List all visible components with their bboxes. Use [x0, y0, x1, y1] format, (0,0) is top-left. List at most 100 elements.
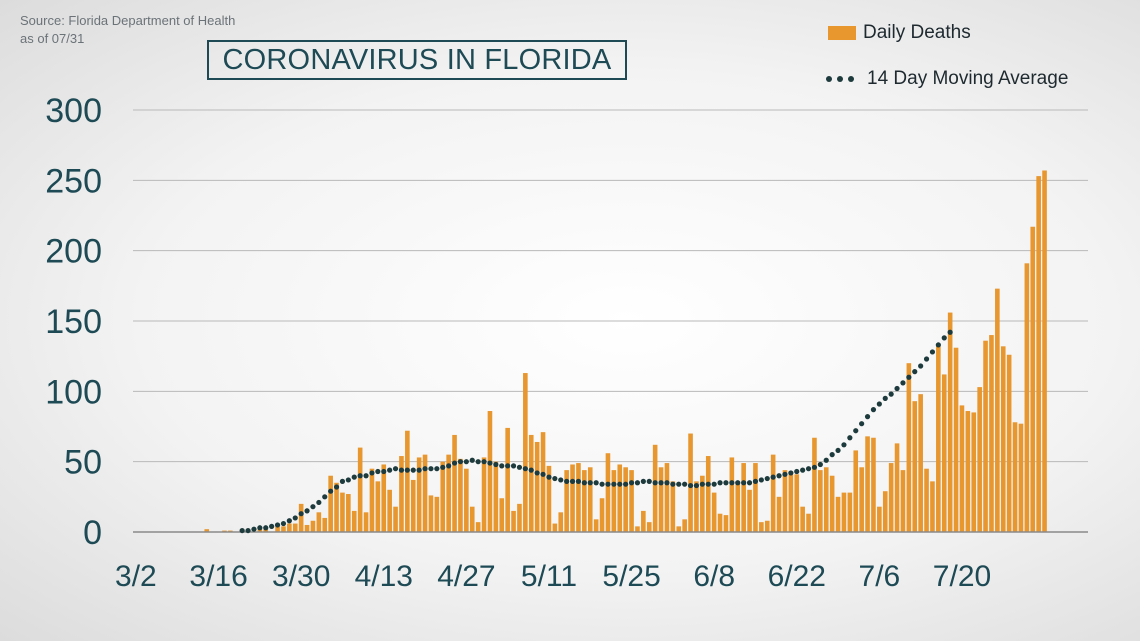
- bar: [357, 447, 363, 532]
- x-tick-label: 5/25: [602, 560, 660, 593]
- bar: [641, 510, 646, 532]
- moving-average-point: [605, 481, 611, 487]
- moving-average-point: [328, 488, 334, 494]
- moving-average-point: [611, 481, 617, 487]
- bar: [599, 498, 605, 532]
- bar: [682, 519, 687, 532]
- moving-average-point: [428, 466, 434, 472]
- bar: [546, 465, 552, 532]
- bar: [953, 347, 959, 532]
- moving-average-point: [741, 480, 747, 486]
- moving-average-point: [664, 480, 670, 486]
- as-of-date: as of 07/31: [20, 31, 85, 46]
- moving-average-point: [239, 527, 245, 534]
- moving-average-point: [298, 511, 304, 517]
- bar: [800, 506, 805, 532]
- moving-average-point: [894, 385, 900, 392]
- bar: [812, 437, 817, 532]
- bar: [422, 454, 428, 532]
- bar: [776, 496, 782, 532]
- bar: [941, 374, 947, 532]
- moving-average-point: [764, 475, 770, 482]
- moving-average-point: [316, 499, 322, 506]
- y-tick-label: 200: [45, 233, 102, 271]
- moving-average-point: [322, 494, 328, 500]
- moving-average-point: [723, 480, 729, 486]
- bar: [930, 481, 935, 532]
- bar: [310, 520, 316, 532]
- bar: [605, 453, 611, 532]
- moving-average-point: [522, 466, 528, 472]
- bar: [452, 434, 457, 532]
- bar: [971, 412, 977, 532]
- x-tick-label: 3/16: [189, 560, 247, 593]
- moving-average-point: [333, 484, 340, 490]
- bar: [835, 496, 841, 532]
- moving-average-point: [534, 470, 540, 476]
- moving-average-point: [575, 478, 582, 484]
- moving-average-point: [599, 481, 605, 487]
- bar: [528, 434, 534, 532]
- moving-average-point: [835, 447, 841, 454]
- bar: [947, 312, 953, 532]
- y-tick-label: 100: [45, 373, 102, 411]
- bar: [552, 523, 558, 532]
- bar: [658, 467, 664, 532]
- chart-title-box: CORONAVIRUS IN FLORIDA: [207, 40, 627, 80]
- bar: [363, 512, 369, 532]
- x-tick-label: 7/6: [859, 560, 901, 593]
- bar: [1030, 226, 1036, 532]
- bar: [375, 481, 381, 532]
- bar: [918, 394, 923, 532]
- bar: [1036, 176, 1041, 533]
- bar: [493, 461, 499, 532]
- bar: [410, 479, 416, 532]
- bar: [747, 489, 752, 532]
- bar-swatch-icon: [828, 26, 856, 40]
- bar: [794, 474, 800, 532]
- bar: [292, 523, 298, 532]
- moving-average-point: [304, 508, 310, 514]
- bar: [534, 441, 540, 532]
- moving-average-point: [634, 480, 641, 486]
- bar: [1000, 346, 1006, 532]
- bar: [304, 524, 310, 532]
- bar: [322, 517, 328, 532]
- moving-average-point: [782, 471, 788, 477]
- bar: [936, 344, 941, 532]
- moving-average-point: [947, 329, 953, 335]
- bar: [859, 467, 864, 532]
- bar: [287, 523, 292, 532]
- moving-average-point: [687, 482, 694, 489]
- bar: [900, 470, 906, 532]
- bar: [517, 503, 522, 532]
- moving-average-point: [416, 467, 422, 473]
- bar: [694, 481, 699, 532]
- bar: [735, 481, 741, 532]
- bar: [906, 363, 912, 532]
- legend-moving-average: 14 Day Moving Average: [826, 68, 1068, 90]
- bar: [257, 529, 263, 532]
- moving-average-point: [847, 435, 853, 441]
- bar: [847, 492, 853, 532]
- moving-average-point: [752, 478, 759, 484]
- bar: [877, 506, 882, 532]
- moving-average-point: [829, 452, 835, 458]
- bar: [446, 454, 451, 532]
- bar: [275, 526, 280, 532]
- moving-average-point: [912, 369, 918, 375]
- bar: [475, 522, 481, 532]
- y-tick-label: 250: [45, 162, 102, 200]
- moving-average-point: [381, 468, 387, 475]
- moving-average-point: [906, 374, 912, 380]
- bar: [912, 401, 918, 532]
- bar: [298, 503, 304, 532]
- bar: [670, 481, 676, 532]
- bar: [1042, 170, 1047, 533]
- bar: [611, 470, 617, 532]
- dotted-line-icon: [826, 76, 859, 82]
- bar: [871, 437, 876, 532]
- bar: [959, 405, 965, 532]
- moving-average-point: [375, 468, 381, 475]
- moving-average-point: [463, 459, 469, 465]
